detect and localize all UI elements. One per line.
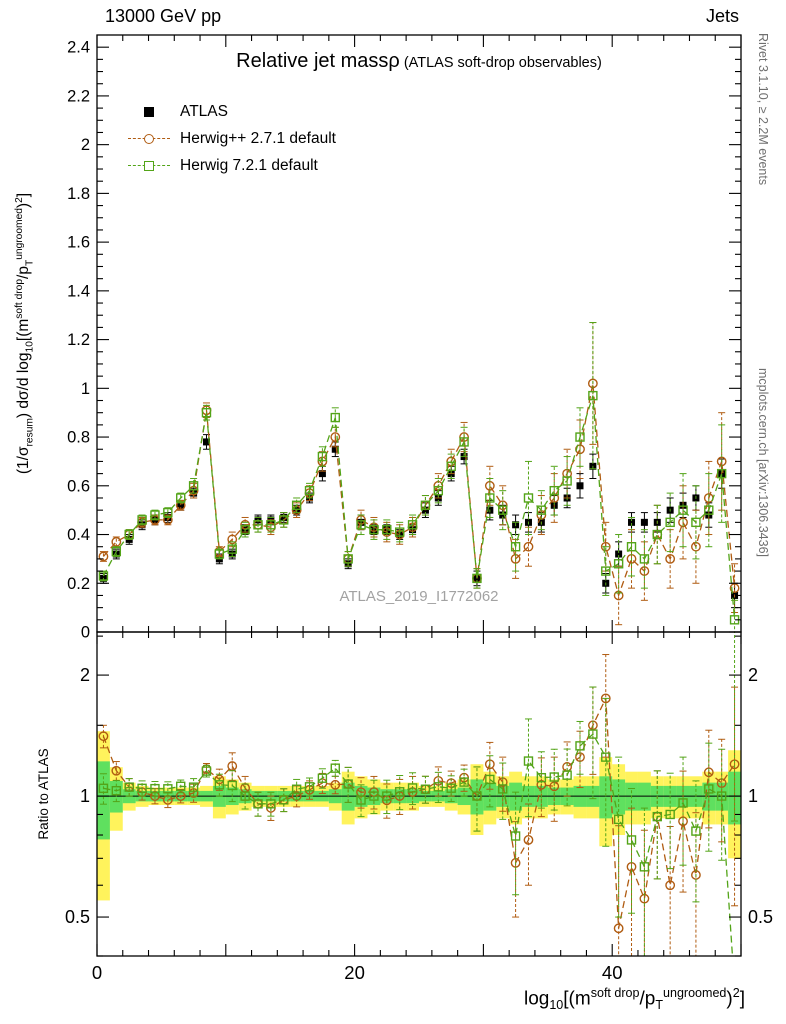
legend-entry-herwigpp: Herwig++ 2.7.1 default	[128, 125, 336, 152]
open-circle-icon	[144, 133, 154, 144]
process-label: Jets	[705, 6, 739, 26]
analysis-id-watermark: ATLAS_2019_I1772062	[339, 588, 499, 605]
herwigpp-marker-icon	[128, 130, 170, 148]
svg-text:0.2: 0.2	[67, 575, 90, 593]
plot-title: Relative jet massρ (ATLAS soft-drop obse…	[97, 50, 741, 73]
svg-text:2: 2	[81, 136, 90, 154]
plot-title-main: Relative jet massρ	[236, 50, 400, 72]
svg-text:1: 1	[81, 380, 90, 398]
legend: ATLAS Herwig++ 2.7.1 default Herwig 7.2.…	[128, 98, 336, 179]
svg-text:1.8: 1.8	[67, 185, 90, 203]
svg-text:0.4: 0.4	[67, 526, 90, 544]
y-axis-label-ratio: Ratio to ATLAS	[36, 748, 51, 840]
ratio-panel-frame	[96, 631, 742, 957]
plot-title-sub: (ATLAS soft-drop observables)	[399, 55, 602, 71]
svg-text:2: 2	[80, 665, 90, 685]
axis-ticks	[96, 35, 742, 957]
svg-text:0.6: 0.6	[67, 477, 90, 495]
legend-entry-herwig7: Herwig 7.2.1 default	[128, 152, 336, 179]
svg-text:2: 2	[748, 665, 758, 685]
beam-energy-label: 13000 GeV pp	[105, 6, 222, 26]
mcplots-reference-note: mcplots.cern.ch [arXiv:1306.3436]	[756, 368, 770, 557]
svg-text:0: 0	[81, 624, 90, 642]
y-axis-label-main: (1/σresum) dσ/d log10[(msoft drop/pTungr…	[14, 192, 36, 475]
svg-text:0.5: 0.5	[65, 907, 90, 927]
svg-text:2.4: 2.4	[67, 39, 90, 57]
ratio-panel-series	[98, 632, 740, 956]
svg-text:0: 0	[92, 962, 102, 983]
svg-text:0.5: 0.5	[748, 907, 773, 927]
svg-text:1: 1	[80, 786, 90, 806]
legend-label-herwig7: Herwig 7.2.1 default	[180, 156, 318, 174]
tick-labels: 0 0.2 0.4 0.6 0.8 1 1.2 1.4 1.6 1.8 2 2.2 2.4 0 20 40 0.…	[65, 39, 773, 983]
legend-label-atlas: ATLAS	[180, 102, 228, 120]
legend-label-herwigpp: Herwig++ 2.7.1 default	[180, 129, 336, 147]
x-axis-label: log10[(msoft drop/pTungroomed)2]	[523, 986, 745, 1013]
rivet-version-note: Rivet 3.1.10, ≥ 2.2M events	[756, 33, 770, 186]
svg-text:1.2: 1.2	[67, 331, 90, 349]
svg-text:40: 40	[602, 962, 623, 983]
herwig7-marker-icon	[128, 157, 170, 175]
svg-text:20: 20	[344, 962, 365, 983]
svg-text:0.8: 0.8	[67, 429, 90, 447]
svg-text:1: 1	[748, 786, 758, 806]
legend-entry-atlas: ATLAS	[128, 98, 336, 125]
atlas-marker-icon	[128, 103, 170, 121]
main-panel-series	[98, 322, 740, 632]
open-square-icon	[144, 160, 154, 171]
filled-square-icon	[144, 106, 154, 117]
svg-text:1.6: 1.6	[67, 234, 90, 252]
svg-text:1.4: 1.4	[67, 282, 90, 300]
svg-text:2.2: 2.2	[67, 87, 90, 105]
